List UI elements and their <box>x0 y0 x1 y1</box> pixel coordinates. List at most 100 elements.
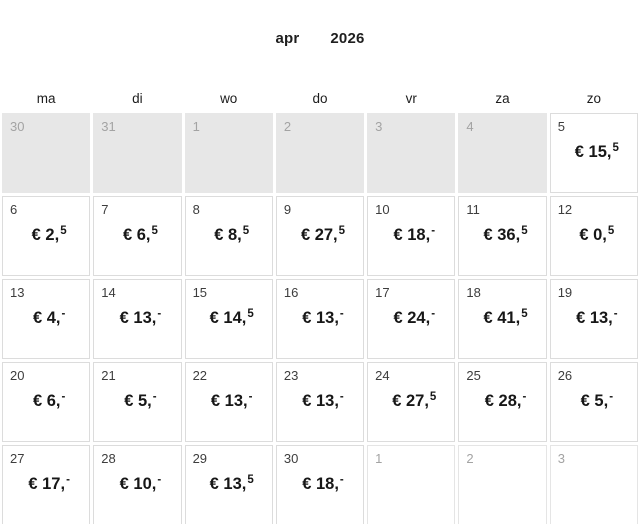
calendar-day-cell: 1 <box>184 113 273 193</box>
day-number: 8 <box>192 202 200 217</box>
day-price: € 8,5 <box>193 225 265 245</box>
price-main: € 13, <box>302 309 339 327</box>
calendar-day-cell: 4 <box>458 113 547 193</box>
price-main: € 5, <box>124 392 152 410</box>
calendar-day-cell: 31 <box>93 113 182 193</box>
weekday-label-ma: ma <box>36 91 56 106</box>
day-price: € 13,- <box>284 308 356 328</box>
price-main: € 2, <box>31 226 60 244</box>
calendar-day-cell[interactable]: 23 € 13,- <box>275 362 365 442</box>
price-main: € 24, <box>393 309 431 327</box>
price-decimal-sup: 5 <box>612 142 619 154</box>
day-number: 21 <box>101 368 116 383</box>
calendar-day-cell[interactable]: 21 € 5,- <box>93 362 182 442</box>
day-number: 10 <box>375 202 390 217</box>
month-label: apr <box>275 30 300 47</box>
day-number: 3 <box>557 451 565 466</box>
day-price: € 17,- <box>10 474 82 494</box>
price-decimal-sup: 5 <box>151 225 158 237</box>
day-number: 24 <box>375 368 390 383</box>
calendar-day-cell[interactable]: 28 € 10,- <box>93 445 182 524</box>
calendar-day-cell[interactable]: 12 € 0,5 <box>549 196 638 276</box>
price-main: € 41, <box>483 309 521 327</box>
calendar-day-cell[interactable]: 22 € 13,- <box>184 362 273 442</box>
day-price: € 14,5 <box>193 308 265 328</box>
calendar-day-cell: 30 <box>2 113 91 193</box>
price-decimal-sup: 5 <box>607 225 615 237</box>
day-price: € 27,5 <box>284 225 356 245</box>
day-price: € 13,- <box>193 391 265 411</box>
calendar-day-cell[interactable]: 17 € 24,- <box>367 279 456 359</box>
calendar-day-cell[interactable]: 18 € 41,5 <box>458 279 547 359</box>
calendar-day-cell[interactable]: 20 € 6,- <box>2 362 91 442</box>
day-number: 23 <box>283 368 299 383</box>
calendar-day-cell[interactable]: 8 € 8,5 <box>184 196 273 276</box>
calendar-day-cell[interactable]: 25 € 28,- <box>458 362 547 442</box>
price-main: € 13, <box>209 475 247 493</box>
calendar-day-cell[interactable]: 6 € 2,5 <box>2 196 91 276</box>
calendar-day-cell[interactable]: 11 € 36,5 <box>458 196 547 276</box>
calendar-day-cell[interactable]: 9 € 27,5 <box>275 196 365 276</box>
price-decimal-sup: - <box>339 391 344 403</box>
price-main: € 13, <box>119 309 157 327</box>
calendar-day-cell[interactable]: 26 € 5,- <box>549 362 638 442</box>
day-number: 5 <box>557 119 565 134</box>
calendar-day-cell[interactable]: 29 € 13,5 <box>184 445 273 524</box>
day-price: € 10,- <box>101 474 173 494</box>
calendar-day-cell[interactable]: 14 € 13,- <box>93 279 182 359</box>
day-price: € 36,5 <box>466 225 538 245</box>
price-main: € 18, <box>302 475 339 493</box>
day-number: 17 <box>375 285 390 300</box>
calendar-day-cell[interactable]: 15 € 14,5 <box>184 279 273 359</box>
day-price: € 2,5 <box>10 225 82 245</box>
price-decimal-sup: - <box>66 474 70 486</box>
day-price: € 15,5 <box>558 142 630 162</box>
calendar-day-cell[interactable]: 19 € 13,- <box>549 279 638 359</box>
price-decimal-sup: 5 <box>521 308 528 320</box>
day-price: € 18,- <box>375 225 447 245</box>
day-price: € 13,- <box>284 391 356 411</box>
day-number: 7 <box>101 202 109 217</box>
calendar-day-cell[interactable]: 7 € 6,5 <box>93 196 182 276</box>
day-price: € 24,- <box>375 308 447 328</box>
price-decimal-sup: 5 <box>247 308 254 320</box>
calendar-day-cell[interactable]: 16 € 13,- <box>275 279 365 359</box>
calendar-grid: 30 31 1 2 3 4 5 € 15,5 6 € 2,5 <box>2 113 638 524</box>
price-main: € 28, <box>484 392 522 410</box>
price-decimal-sup: 5 <box>521 225 528 237</box>
day-number: 22 <box>192 368 208 383</box>
price-decimal-sup: - <box>431 225 436 237</box>
price-main: € 18, <box>393 226 431 244</box>
calendar-day-cell[interactable]: 13 € 4,- <box>2 279 91 359</box>
day-number: 1 <box>192 119 200 134</box>
day-number: 6 <box>10 202 18 217</box>
day-number: 2 <box>466 451 474 466</box>
price-main: € 14, <box>209 309 247 327</box>
calendar-day-cell: 3 <box>367 113 456 193</box>
calendar-day-cell[interactable]: 30 € 18,- <box>275 445 365 524</box>
day-number: 11 <box>466 202 480 217</box>
day-number: 19 <box>557 285 573 300</box>
calendar-day-cell[interactable]: 5 € 15,5 <box>549 113 638 193</box>
day-price: € 13,- <box>558 308 630 328</box>
price-main: € 6, <box>32 392 61 410</box>
calendar-day-cell[interactable]: 24 € 27,5 <box>367 362 456 442</box>
price-main: € 27, <box>392 392 429 410</box>
price-decimal-sup: 5 <box>242 225 250 237</box>
day-price: € 13,5 <box>193 474 265 494</box>
day-number: 4 <box>466 119 474 134</box>
price-decimal-sup: - <box>157 308 162 320</box>
price-main: € 0, <box>579 226 607 244</box>
weekday-label-vr: vr <box>405 91 417 106</box>
day-number: 12 <box>557 202 573 217</box>
price-main: € 4, <box>32 309 61 327</box>
month-year-header: apr 2026 <box>0 0 640 47</box>
calendar-day-cell[interactable]: 10 € 18,- <box>367 196 456 276</box>
price-decimal-sup: - <box>431 308 436 320</box>
day-number: 25 <box>466 368 481 383</box>
day-number: 18 <box>466 285 481 300</box>
calendar-day-cell[interactable]: 27 € 17,- <box>2 445 91 524</box>
price-decimal-sup: - <box>61 391 66 403</box>
day-number: 26 <box>557 368 573 383</box>
